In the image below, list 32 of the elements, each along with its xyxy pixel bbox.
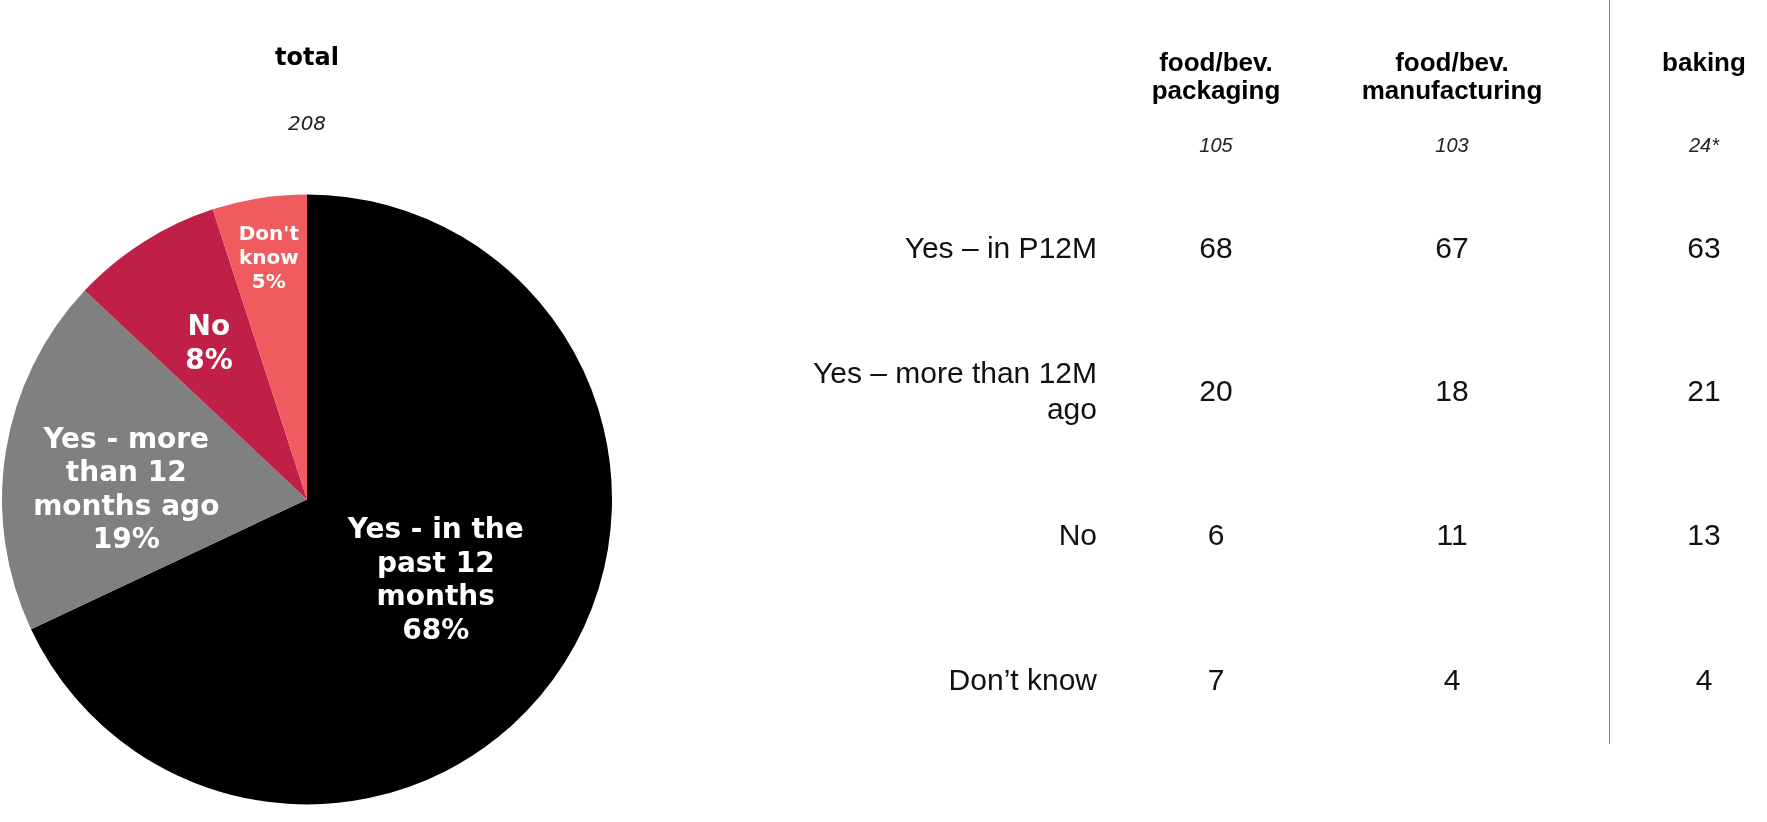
slice-label: Yes - in the past 12 months (346, 511, 524, 613)
data-label: 21 (1686, 374, 1722, 408)
text: 24* (1688, 134, 1721, 157)
data-label: 8% (185, 342, 233, 376)
data-label: 5% (251, 268, 286, 293)
data-label: 4 (1694, 663, 1714, 697)
category-label: Don’t know (947, 662, 1097, 698)
category-label: Yes – more than 12M ago (811, 355, 1097, 427)
data-label: 68% (402, 612, 470, 646)
chart-subtitle: 208 (287, 111, 327, 135)
slice-label: Yes - more than 12 months ago (33, 421, 220, 522)
slice-label: No (187, 309, 231, 343)
chart-title: total (275, 42, 339, 71)
data-label: 20 (1198, 374, 1234, 408)
data-label: 67 (1434, 231, 1470, 265)
text: 103 (1434, 134, 1470, 157)
category-label: Yes – in P12M (903, 230, 1097, 266)
text: food/bev. manufacturing (1360, 47, 1544, 105)
text: food/bev. packaging (1150, 47, 1282, 105)
data-label: 13 (1686, 518, 1722, 552)
data-label: 68 (1198, 231, 1234, 265)
data-label: 7 (1206, 663, 1226, 697)
data-label: 18 (1434, 374, 1470, 408)
category-label: No (1057, 517, 1097, 553)
text: baking (1661, 47, 1747, 77)
slice-label: Don't know (238, 220, 300, 269)
data-label: 63 (1686, 231, 1722, 265)
data-label: 11 (1435, 518, 1469, 552)
data-label: 4 (1442, 663, 1462, 697)
data-label: 6 (1206, 518, 1226, 552)
text: 105 (1198, 134, 1234, 157)
data-label: 19% (92, 522, 160, 556)
